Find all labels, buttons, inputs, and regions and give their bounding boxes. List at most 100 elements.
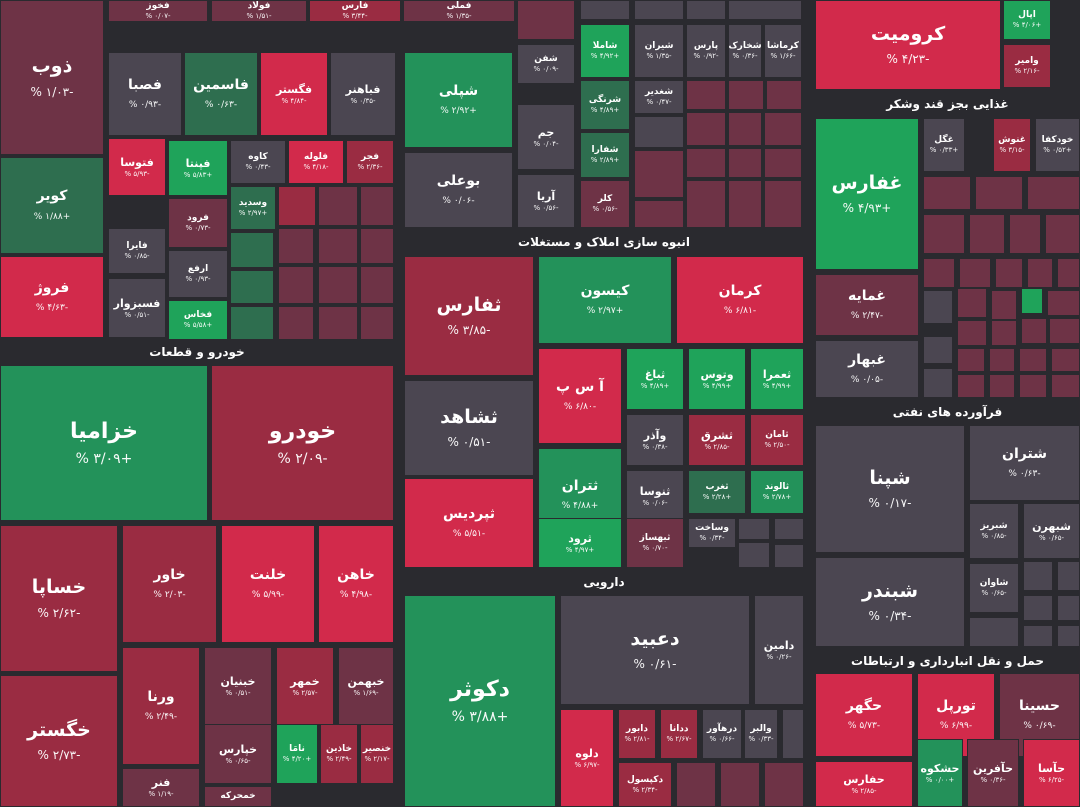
treemap-tile[interactable]: ددانا -۲/۶۷ % xyxy=(660,709,698,759)
treemap-tile[interactable]: فگستر -۴/۸۴ % xyxy=(260,52,328,136)
treemap-tile[interactable]: خپارس -۰/۶۵ % xyxy=(204,724,272,784)
treemap-tile[interactable]: دکپسول -۲/۳۴ % xyxy=(618,762,672,807)
treemap-tile[interactable]: ثعمرا +۴/۹۹ % xyxy=(750,348,804,410)
treemap-tile[interactable]: خزامیا +۳/۰۹ % xyxy=(0,365,208,521)
treemap-tile[interactable]: خاهن -۴/۹۸ % xyxy=(318,525,394,643)
treemap-tile[interactable]: کیسون +۲/۹۷ % xyxy=(538,256,672,344)
treemap-tile[interactable]: آ س پ -۶/۸۰ % xyxy=(538,348,622,444)
treemap-tile[interactable]: فملی -۱/۳۵ % xyxy=(403,0,515,22)
treemap-tile[interactable]: ارفع -۰/۹۳ % xyxy=(168,250,228,298)
treemap-tile[interactable]: خودکفا +۰/۵۲ % xyxy=(1035,118,1080,172)
treemap-tile[interactable]: حآسا -۶/۲۵ % xyxy=(1023,739,1080,807)
treemap-tile[interactable]: ثالوند +۲/۷۸ % xyxy=(750,470,804,514)
treemap-tile[interactable]: خمهر -۲/۵۷ % xyxy=(276,647,334,725)
treemap-tile[interactable]: والبر -۰/۳۳ % xyxy=(744,709,778,759)
treemap-tile[interactable]: فصبا -۰/۹۳ % xyxy=(108,52,182,136)
treemap-tile[interactable]: کرماشا -۱/۶۶ % xyxy=(764,24,802,78)
treemap-tile[interactable]: فارس -۳/۴۴ % xyxy=(309,0,401,22)
treemap-tile[interactable]: پارس -۰/۹۲ % xyxy=(686,24,726,78)
treemap-tile[interactable]: کرومیت -۴/۲۳ % xyxy=(815,0,1001,90)
treemap-tile[interactable]: شاوان -۰/۶۵ % xyxy=(969,563,1019,613)
treemap-tile[interactable]: خنصیر -۲/۱۷ % xyxy=(360,724,394,784)
treemap-tile[interactable]: دابور -۲/۸۱ % xyxy=(618,709,656,759)
treemap-tile[interactable]: شیران -۱/۳۵ % xyxy=(634,24,684,78)
treemap-tile[interactable]: دامین -۰/۲۶ % xyxy=(754,595,804,705)
treemap-tile[interactable]: خاذین -۲/۴۹ % xyxy=(320,724,358,784)
treemap-tile[interactable]: فخوز -۰/۰۷ % xyxy=(108,0,208,22)
treemap-tile[interactable]: شخارک -۰/۳۶ % xyxy=(728,24,762,78)
treemap-tile[interactable]: وامیر -۲/۱۶ % xyxy=(1003,44,1051,88)
treemap-tile[interactable]: فجر -۲/۳۶ % xyxy=(346,140,394,184)
treemap-tile[interactable]: حآفرین -۰/۳۶ % xyxy=(967,739,1019,807)
treemap-tile[interactable]: شبندر -۰/۳۴ % xyxy=(815,557,965,647)
treemap-tile[interactable]: خبهمن -۱/۶۹ % xyxy=(338,647,394,725)
treemap-tile[interactable]: ثشاهد -۰/۵۱ % xyxy=(404,380,534,476)
treemap-tile[interactable]: ثغرب +۲/۲۸ % xyxy=(688,470,746,514)
treemap-tile[interactable]: شرنگی +۴/۸۹ % xyxy=(580,80,630,130)
treemap-tile[interactable]: شتران -۰/۶۳ % xyxy=(969,425,1080,501)
treemap-tile[interactable]: غفارس +۴/۹۳ % xyxy=(815,118,919,270)
treemap-tile[interactable]: غگل +۰/۳۳ % xyxy=(923,118,965,172)
treemap-tile[interactable]: خمحرکه xyxy=(204,786,272,807)
treemap-tile[interactable]: ثبهساز -۰/۷۰ % xyxy=(626,518,684,568)
treemap-tile[interactable]: فایرا -۰/۸۵ % xyxy=(108,228,166,274)
treemap-tile[interactable]: شاملا +۴/۹۲ % xyxy=(580,24,630,78)
treemap-tile[interactable]: حشکوه +۰/۰۰ % xyxy=(917,739,963,807)
treemap-tile[interactable]: شغدیر -۰/۴۷ % xyxy=(634,80,684,114)
treemap-tile[interactable]: دلوه -۶/۹۷ % xyxy=(560,709,614,807)
treemap-tile[interactable]: خاور -۲/۰۳ % xyxy=(122,525,217,643)
treemap-tile[interactable]: خگستر -۲/۷۳ % xyxy=(0,675,118,807)
treemap-tile[interactable]: فخاس +۵/۵۸ % xyxy=(168,300,228,340)
treemap-tile[interactable]: فلوله -۴/۱۸ % xyxy=(288,140,344,184)
treemap-tile[interactable]: کلر -۰/۵۶ % xyxy=(580,180,630,228)
treemap-tile[interactable]: فباهنر -۰/۳۵ % xyxy=(330,52,396,136)
treemap-tile[interactable]: جم -۰/۰۴ % xyxy=(517,104,575,170)
treemap-tile[interactable]: ثفارس -۳/۸۵ % xyxy=(404,256,534,376)
treemap-tile[interactable]: شپنا -۰/۱۷ % xyxy=(815,425,965,553)
treemap-tile[interactable]: وساخت -۰/۳۴ % xyxy=(688,518,736,548)
treemap-tile[interactable]: آریا -۰/۵۶ % xyxy=(517,174,575,228)
treemap-tile[interactable]: ورنا -۲/۴۹ % xyxy=(122,647,200,765)
treemap-tile[interactable]: ثباغ +۴/۸۹ % xyxy=(626,348,684,410)
treemap-tile[interactable]: خلنت -۵/۹۹ % xyxy=(221,525,315,643)
treemap-tile[interactable]: فتوسا -۵/۹۳ % xyxy=(108,138,166,196)
treemap-tile[interactable]: بوعلی -۰/۰۶ % xyxy=(404,152,513,228)
treemap-tile[interactable]: ثرود +۴/۹۷ % xyxy=(538,518,622,568)
treemap-tile[interactable]: خودرو -۲/۰۹ % xyxy=(211,365,394,521)
treemap-tile[interactable]: ثنوسا -۰/۰۶ % xyxy=(626,470,684,522)
treemap-tile[interactable]: وسدید +۲/۹۷ % xyxy=(230,186,276,230)
treemap-tile[interactable]: ثامان -۲/۵۰ % xyxy=(750,414,804,466)
treemap-tile[interactable]: غبهار -۰/۰۵ % xyxy=(815,340,919,398)
treemap-tile[interactable]: کرمان -۶/۸۱ % xyxy=(676,256,804,344)
treemap-tile[interactable]: شفن -۰/۰۹ % xyxy=(517,44,575,84)
treemap-tile[interactable]: غمایه -۲/۴۷ % xyxy=(815,274,919,336)
treemap-tile[interactable]: شبهرن -۰/۶۵ % xyxy=(1023,503,1080,559)
treemap-tile[interactable]: خبنیان -۰/۵۱ % xyxy=(204,647,272,725)
treemap-tile[interactable]: فپنتا +۵/۸۳ % xyxy=(168,140,228,196)
treemap-tile[interactable]: ثپردیس -۵/۵۱ % xyxy=(404,478,534,568)
treemap-tile[interactable]: فروژ -۴/۶۳ % xyxy=(0,256,104,338)
treemap-tile[interactable]: کاوه -۰/۴۳ % xyxy=(230,140,286,184)
treemap-tile[interactable]: فسبزوار -۰/۵۱ % xyxy=(108,278,166,338)
treemap-tile[interactable]: ذوب -۱/۰۳ % xyxy=(0,0,104,155)
treemap-tile[interactable]: نامَا +۴/۲۰ % xyxy=(276,724,318,784)
treemap-tile[interactable]: کویر +۱/۸۸ % xyxy=(0,157,104,254)
treemap-tile[interactable]: دکوثر +۳/۸۸ % xyxy=(404,595,556,807)
treemap-tile[interactable]: خساپا -۲/۶۲ % xyxy=(0,525,118,672)
treemap-tile[interactable]: حفارس -۲/۸۵ % xyxy=(815,761,913,807)
treemap-tile[interactable]: حگهر -۵/۷۳ % xyxy=(815,673,913,757)
treemap-tile[interactable]: ثشرق -۲/۸۵ % xyxy=(688,414,746,466)
treemap-tile[interactable]: وآذر -۰/۳۸ % xyxy=(626,414,684,466)
treemap-tile[interactable]: فولاد -۱/۵۱ % xyxy=(211,0,307,22)
treemap-tile[interactable]: فرود -۰/۷۳ % xyxy=(168,198,228,248)
treemap-tile[interactable]: دعبید -۰/۶۱ % xyxy=(560,595,750,705)
treemap-tile[interactable]: اپال +۴/۰۶ % xyxy=(1003,0,1051,40)
treemap-tile[interactable]: فاسمین -۰/۶۳ % xyxy=(184,52,258,136)
treemap-tile[interactable]: شبریز -۰/۸۵ % xyxy=(969,503,1019,559)
treemap-tile[interactable]: شپلی +۲/۹۲ % xyxy=(404,52,513,148)
treemap-tile[interactable]: درهآور -۰/۶۶ % xyxy=(702,709,742,759)
treemap-tile[interactable]: وتوس +۴/۹۹ % xyxy=(688,348,746,410)
treemap-tile[interactable]: شفارا +۲/۸۹ % xyxy=(580,132,630,178)
treemap-tile[interactable]: غنوش -۳/۱۵ % xyxy=(993,118,1031,172)
treemap-tile[interactable]: فنر -۱/۱۹ % xyxy=(122,768,200,807)
